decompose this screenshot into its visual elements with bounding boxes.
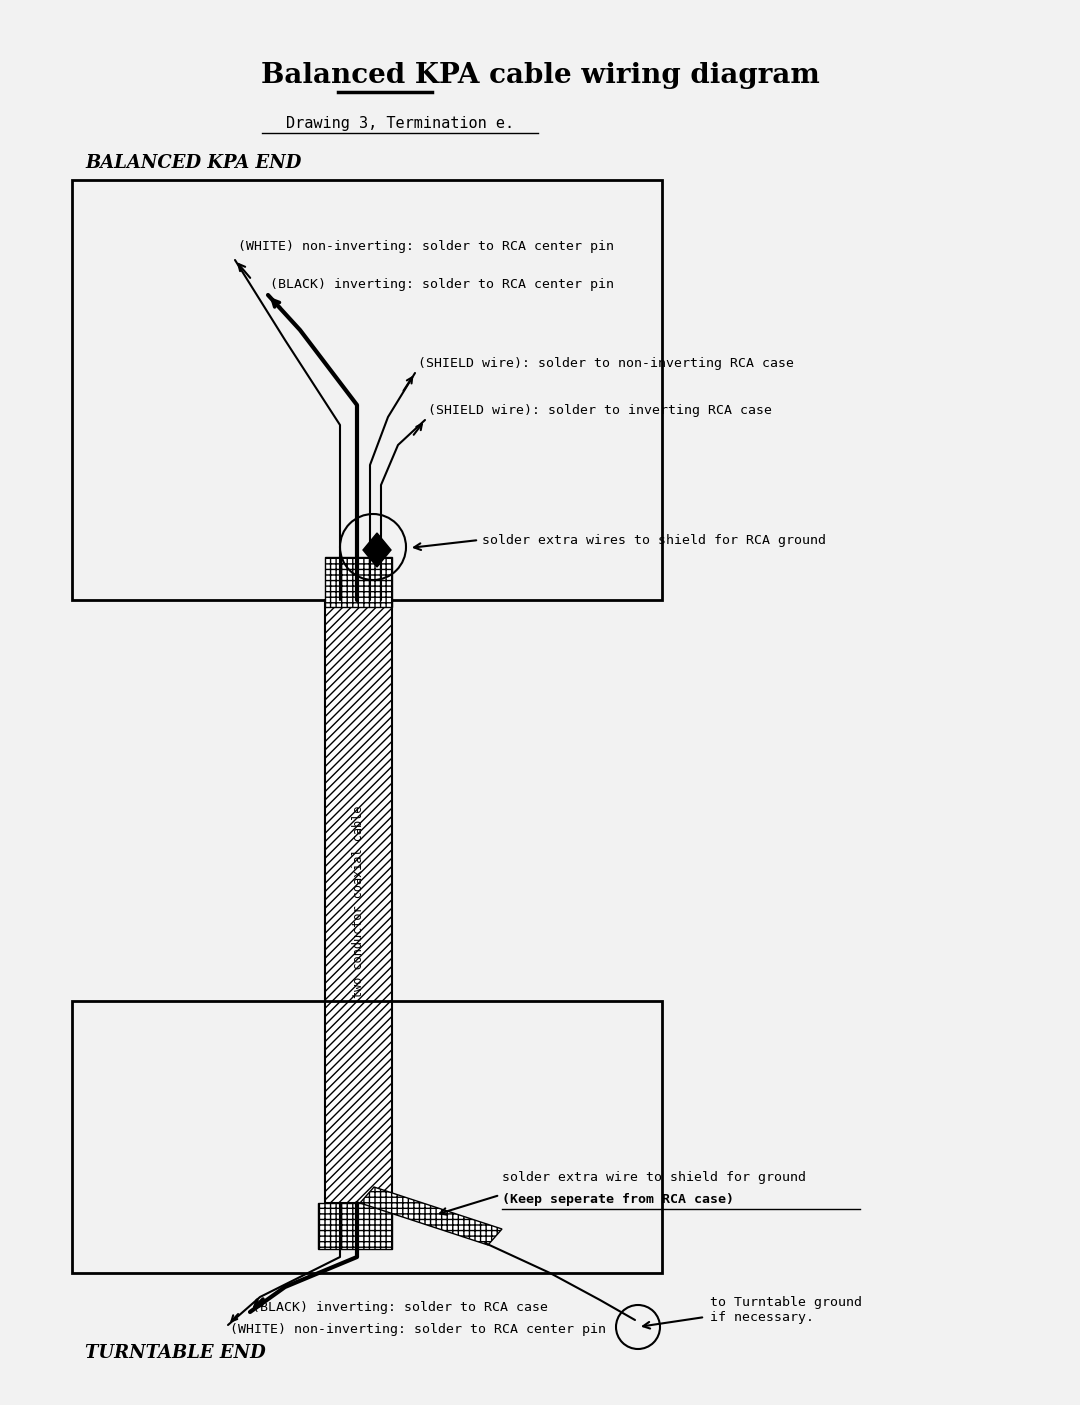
Text: Balanced KPA cable wiring diagram: Balanced KPA cable wiring diagram bbox=[260, 62, 820, 89]
Text: solder extra wire to shield for ground: solder extra wire to shield for ground bbox=[502, 1170, 806, 1183]
Text: (SHIELD wire): solder to inverting RCA case: (SHIELD wire): solder to inverting RCA c… bbox=[428, 405, 772, 417]
Text: TURNTABLE END: TURNTABLE END bbox=[85, 1345, 266, 1361]
Bar bbox=[325, 600, 392, 1203]
Text: solder extra wires to shield for RCA ground: solder extra wires to shield for RCA gro… bbox=[482, 534, 826, 547]
Text: (Keep seperate from RCA case): (Keep seperate from RCA case) bbox=[502, 1193, 734, 1207]
Text: (WHITE) non-inverting: solder to RCA center pin: (WHITE) non-inverting: solder to RCA cen… bbox=[238, 240, 615, 253]
Polygon shape bbox=[360, 1187, 502, 1245]
Text: (BLACK) inverting: solder to RCA center pin: (BLACK) inverting: solder to RCA center … bbox=[270, 278, 615, 291]
Text: Drawing 3, Termination e.: Drawing 3, Termination e. bbox=[286, 115, 514, 131]
Bar bbox=[325, 556, 392, 607]
Bar bbox=[72, 180, 662, 600]
Text: to Turntable ground
if necessary.: to Turntable ground if necessary. bbox=[710, 1295, 862, 1324]
Bar bbox=[318, 1203, 392, 1249]
Bar bbox=[72, 1000, 662, 1273]
Polygon shape bbox=[363, 532, 391, 568]
Text: (SHIELD wire): solder to non-inverting RCA case: (SHIELD wire): solder to non-inverting R… bbox=[418, 357, 794, 370]
Text: two conductor coaxial cable: two conductor coaxial cable bbox=[352, 805, 365, 998]
Text: (BLACK) inverting: solder to RCA case: (BLACK) inverting: solder to RCA case bbox=[252, 1301, 548, 1314]
Text: (WHITE) non-inverting: solder to RCA center pin: (WHITE) non-inverting: solder to RCA cen… bbox=[230, 1322, 606, 1336]
Text: BALANCED KPA END: BALANCED KPA END bbox=[85, 155, 301, 171]
